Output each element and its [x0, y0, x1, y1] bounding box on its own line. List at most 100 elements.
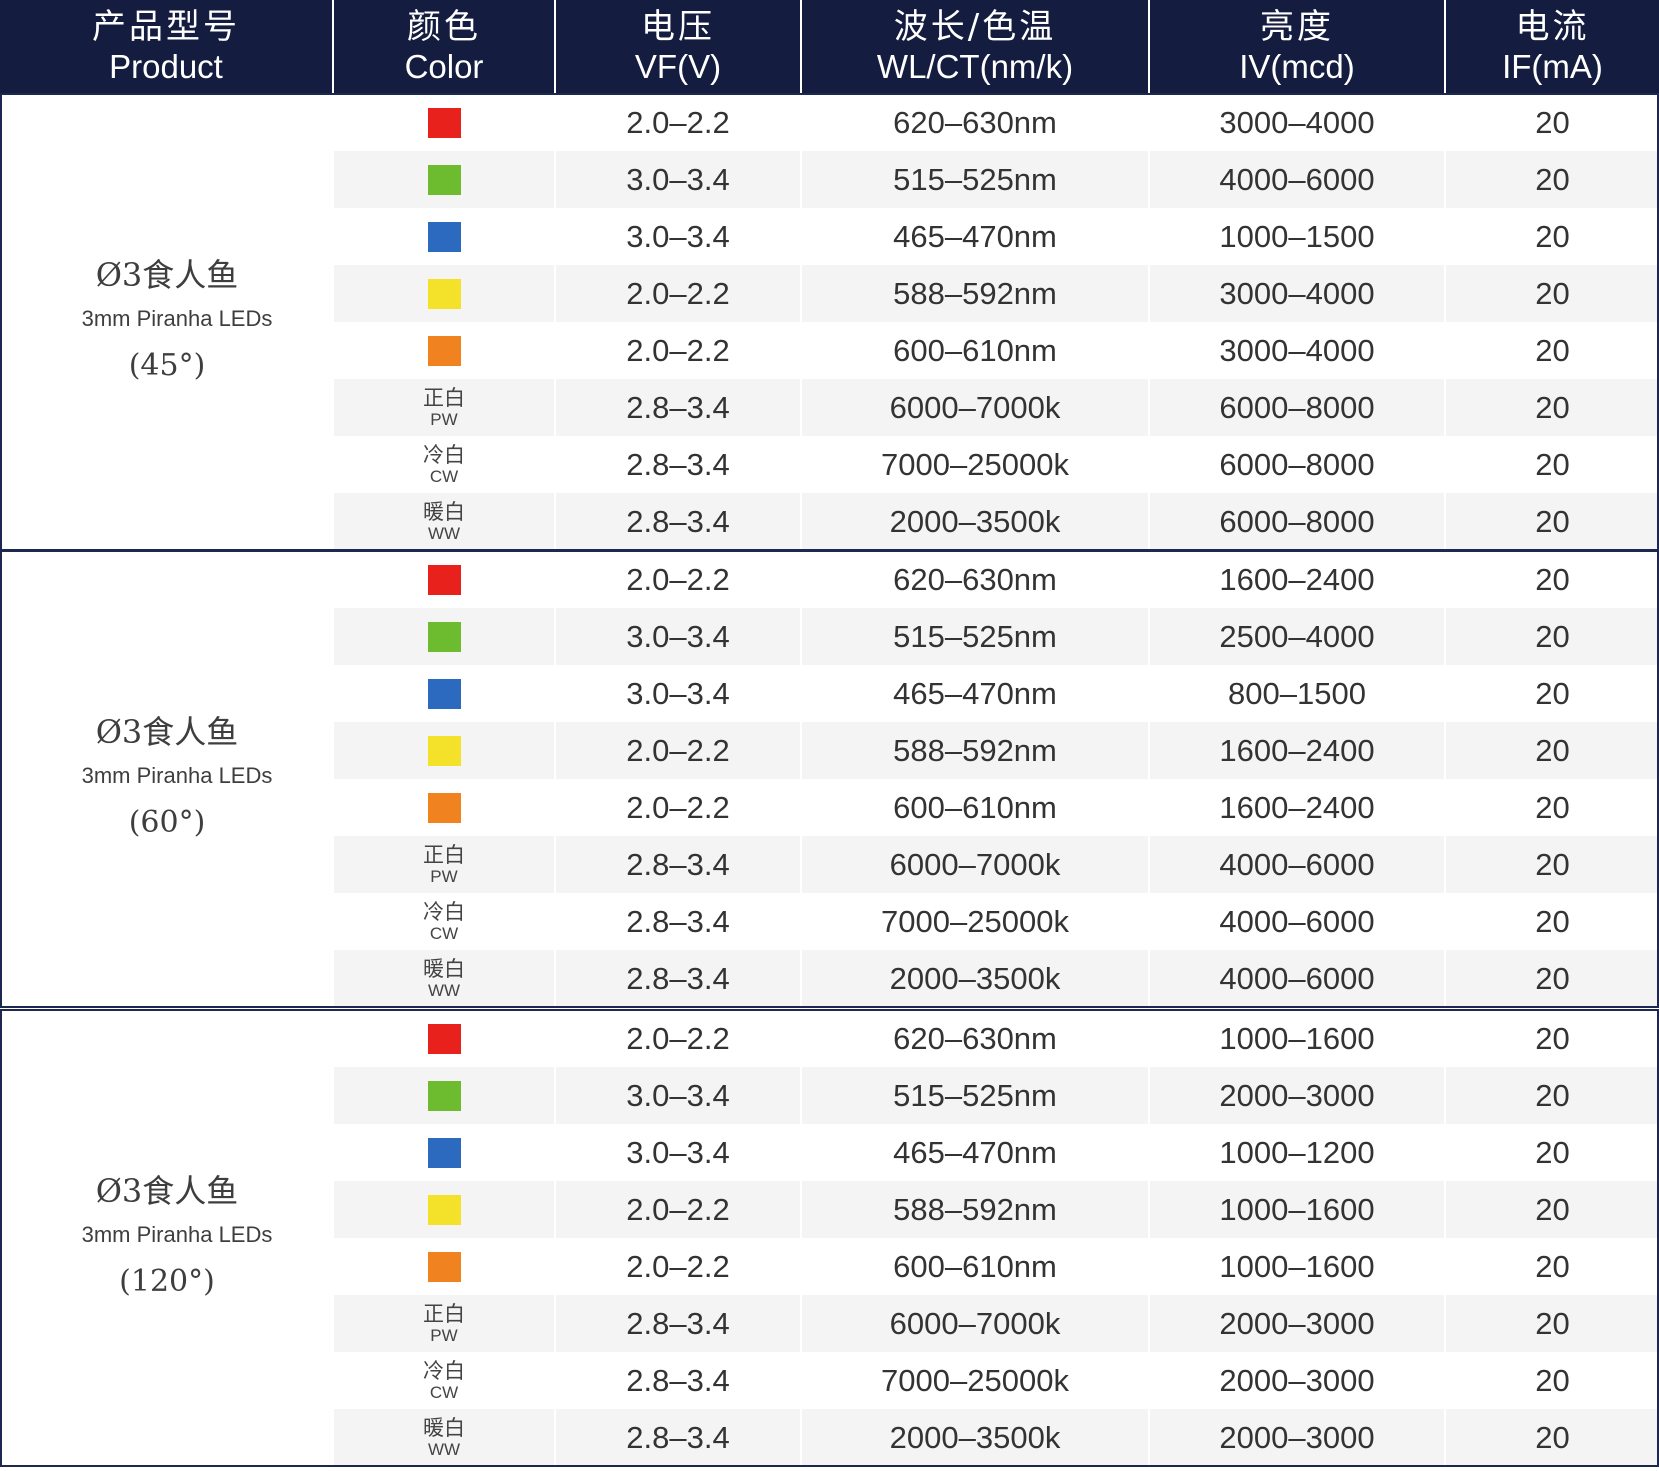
row-cell-background [556, 151, 800, 208]
row-cell-background [556, 493, 800, 550]
header-label-zh: 电流 [1515, 7, 1590, 47]
voltage-cell: 2.0–2.2 [626, 275, 730, 311]
row-cell-background [802, 950, 1148, 1007]
color-cell: 冷白 CW [334, 893, 554, 950]
product-subtitle: 3mm Piranha LEDs [81, 1222, 273, 1247]
voltage-cell: 2.8–3.4 [626, 446, 730, 482]
color-cell: 冷白 CW [334, 436, 554, 493]
row-cell-background [556, 836, 800, 893]
white-type-zh: 冷白 [423, 442, 465, 467]
wavelength-cell: 7000–25000k [881, 903, 1069, 939]
color-swatch [427, 335, 461, 366]
row-cell-background [1150, 379, 1444, 436]
wavelength-cell: 2000–3500k [889, 1419, 1061, 1455]
product-angle: (120°) [119, 1264, 215, 1299]
table-row: 2.0–2.2 600–610nm 3000–4000 20 [334, 322, 1659, 379]
color-cell [334, 1124, 554, 1181]
product-subtitle: 3mm Piranha LEDs [81, 763, 273, 788]
current-cell: 20 [1535, 846, 1570, 882]
header-product: 产品型号 Product [0, 0, 332, 94]
header-label-en: IF(mA) [1502, 48, 1603, 85]
table-row: 3.0–3.4 515–525nm 2000–3000 20 [334, 1067, 1659, 1124]
white-type-zh: 暖白 [423, 1415, 465, 1440]
wavelength-cell: 620–630nm [893, 104, 1057, 140]
color-cell: 正白 PW [334, 1295, 554, 1352]
brightness-cell: 4000–6000 [1219, 161, 1375, 197]
wavelength-cell: 620–630nm [893, 1020, 1057, 1056]
table-row: 2.0–2.2 588–592nm 1600–2400 20 [334, 722, 1659, 779]
table-row: 2.0–2.2 588–592nm 1000–1600 20 [334, 1181, 1659, 1238]
white-type-label: 冷白 CW [423, 900, 465, 944]
current-cell: 20 [1535, 446, 1570, 482]
white-type-en: CW [429, 466, 459, 486]
brightness-cell: 4000–6000 [1219, 903, 1375, 939]
white-type-en: PW [430, 866, 458, 886]
wavelength-cell: 2000–3500k [889, 960, 1061, 996]
color-cell: 暖白 WW [334, 493, 554, 550]
header-label-en: Color [404, 48, 484, 85]
voltage-cell: 2.8–3.4 [626, 846, 730, 882]
current-cell: 20 [1535, 503, 1570, 539]
white-type-zh: 冷白 [423, 1358, 465, 1383]
row-cell-background [556, 1067, 800, 1124]
wavelength-cell: 620–630nm [893, 561, 1057, 597]
row-cell-background [1150, 493, 1444, 550]
row-cell-background [1446, 265, 1659, 322]
white-type-zh: 正白 [423, 1301, 465, 1326]
table-row: 冷白 CW 2.8–3.4 7000–25000k 6000–8000 20 [334, 436, 1659, 493]
wavelength-cell: 7000–25000k [881, 446, 1069, 482]
row-cell-background [802, 265, 1148, 322]
wavelength-cell: 600–610nm [893, 332, 1057, 368]
white-type-label: 冷白 CW [423, 1359, 465, 1403]
color-swatch [427, 278, 461, 309]
product-angle: (60°) [128, 805, 206, 840]
current-cell: 20 [1535, 332, 1570, 368]
current-cell: 20 [1535, 1077, 1570, 1113]
current-cell: 20 [1535, 389, 1570, 425]
white-type-en: PW [430, 1325, 458, 1345]
brightness-cell: 2000–3000 [1219, 1077, 1375, 1113]
product-group: Ø3食人鱼 3mm Piranha LEDs (60°) 2.0–2.2 620–630… [0, 550, 1659, 1008]
brightness-cell: 1000–1500 [1219, 218, 1375, 254]
table-row: 暖白 WW 2.8–3.4 2000–3500k 6000–8000 20 [334, 493, 1659, 550]
row-cell-background [334, 1409, 554, 1466]
brightness-cell: 1000–1600 [1219, 1191, 1375, 1227]
voltage-cell: 2.8–3.4 [626, 960, 730, 996]
table-row: 2.0–2.2 588–592nm 3000–4000 20 [334, 265, 1659, 322]
white-type-label: 正白 PW [423, 843, 465, 887]
color-swatch [427, 1023, 461, 1054]
color-swatch [427, 221, 461, 252]
brightness-cell: 6000–8000 [1219, 389, 1375, 425]
product-name: Ø3食人鱼 [95, 256, 239, 294]
table-row: 3.0–3.4 515–525nm 2500–4000 20 [334, 608, 1659, 665]
wavelength-cell: 6000–7000k [889, 846, 1061, 882]
row-cell-background [1446, 379, 1659, 436]
voltage-cell: 2.8–3.4 [626, 1305, 730, 1341]
table-row: 冷白 CW 2.8–3.4 7000–25000k 2000–3000 20 [334, 1352, 1659, 1409]
wavelength-cell: 600–610nm [893, 789, 1057, 825]
color-cell: 正白 PW [334, 379, 554, 436]
brightness-cell: 1600–2400 [1219, 789, 1375, 825]
color-cell [334, 665, 554, 722]
wavelength-cell: 515–525nm [893, 618, 1057, 654]
color-cell [334, 608, 554, 665]
row-cell-background [802, 1295, 1148, 1352]
row-cell-background [334, 836, 554, 893]
table-row: 3.0–3.4 465–470nm 1000–1200 20 [334, 1124, 1659, 1181]
white-type-zh: 冷白 [423, 899, 465, 924]
row-cell-background [1446, 493, 1659, 550]
white-type-label: 暖白 WW [423, 1416, 465, 1460]
current-cell: 20 [1535, 275, 1570, 311]
brightness-cell: 6000–8000 [1219, 446, 1375, 482]
voltage-cell: 2.0–2.2 [626, 1191, 730, 1227]
brightness-cell: 1600–2400 [1219, 561, 1375, 597]
brightness-cell: 3000–4000 [1219, 275, 1375, 311]
voltage-cell: 3.0–3.4 [626, 675, 730, 711]
white-type-zh: 暖白 [423, 956, 465, 981]
color-swatch [427, 735, 461, 766]
row-cell-background [1446, 151, 1659, 208]
color-swatch [427, 107, 461, 138]
color-cell [334, 551, 554, 608]
row-cell-background [1446, 950, 1659, 1007]
voltage-cell: 2.0–2.2 [626, 732, 730, 768]
